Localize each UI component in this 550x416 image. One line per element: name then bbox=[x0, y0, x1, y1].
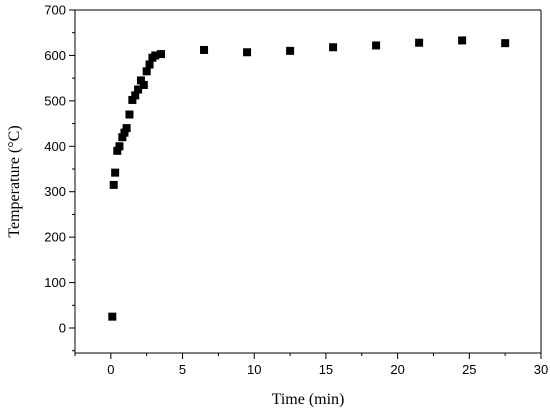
data-point bbox=[200, 45, 209, 54]
data-point bbox=[131, 91, 140, 100]
data-point bbox=[501, 39, 510, 48]
plot-frame bbox=[74, 9, 542, 354]
x-tick-label: 25 bbox=[462, 362, 476, 377]
y-tick-label: 200 bbox=[44, 230, 66, 245]
data-point bbox=[113, 146, 122, 155]
x-tick-label: 0 bbox=[107, 362, 114, 377]
y-axis-ticks: 0 100 200 300 400 500 600 700 bbox=[44, 3, 75, 352]
x-axis-ticks: 0 5 10 15 20 25 30 bbox=[74, 353, 548, 377]
data-point bbox=[134, 85, 143, 94]
x-tick-label: 20 bbox=[390, 362, 404, 377]
y-tick-label: 0 bbox=[59, 321, 66, 336]
data-points bbox=[108, 36, 510, 321]
data-point bbox=[128, 95, 137, 104]
data-point bbox=[458, 36, 467, 45]
data-point bbox=[122, 124, 131, 133]
y-tick-label: 600 bbox=[44, 48, 66, 63]
data-point bbox=[145, 60, 154, 69]
data-point bbox=[142, 67, 151, 76]
x-tick-label: 5 bbox=[179, 362, 186, 377]
y-tick-label: 100 bbox=[44, 275, 66, 290]
data-point bbox=[286, 46, 295, 55]
data-point bbox=[372, 41, 381, 50]
data-point bbox=[125, 110, 134, 119]
data-point bbox=[157, 50, 166, 59]
data-point bbox=[136, 76, 145, 85]
x-axis-title: Time (min) bbox=[272, 391, 345, 408]
y-tick-label: 700 bbox=[44, 3, 66, 18]
y-tick-label: 500 bbox=[44, 93, 66, 108]
data-point bbox=[120, 128, 129, 137]
data-point bbox=[109, 180, 118, 189]
y-axis-title: Temperature (°C) bbox=[6, 125, 23, 237]
data-point bbox=[139, 80, 148, 89]
y-tick-label: 300 bbox=[44, 184, 66, 199]
data-point bbox=[118, 133, 127, 142]
x-tick-label: 10 bbox=[247, 362, 261, 377]
data-point bbox=[111, 168, 120, 177]
data-point bbox=[115, 142, 124, 151]
data-point bbox=[415, 38, 424, 47]
y-tick-label: 400 bbox=[44, 139, 66, 154]
data-point bbox=[329, 43, 338, 52]
data-point bbox=[151, 51, 160, 60]
data-point bbox=[108, 312, 117, 321]
x-tick-label: 15 bbox=[319, 362, 333, 377]
x-tick-label: 30 bbox=[534, 362, 548, 377]
data-point bbox=[243, 48, 252, 57]
